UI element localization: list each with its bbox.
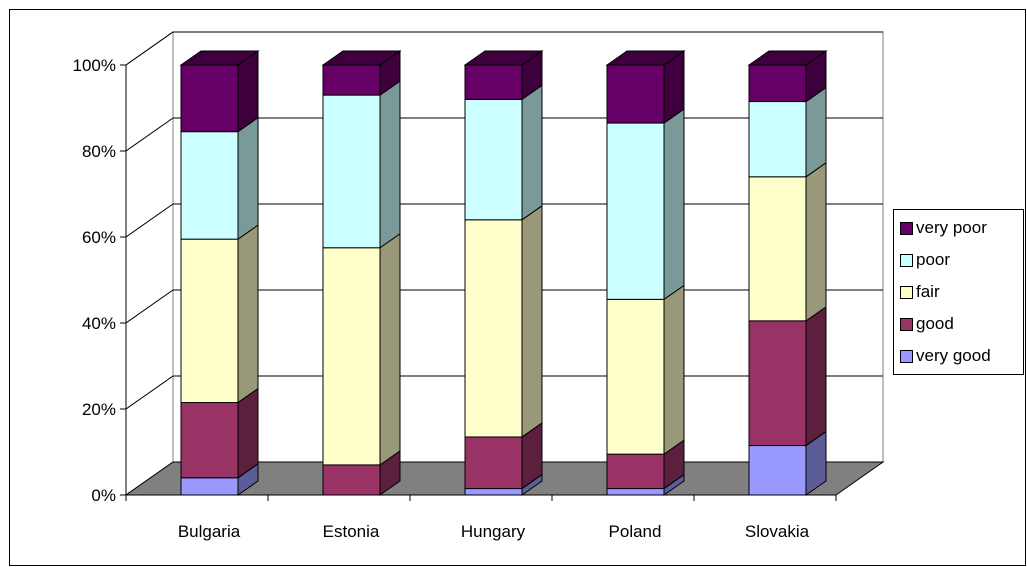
bar-side	[379, 232, 401, 466]
bar-front	[464, 98, 523, 221]
y-tick-label: 0%	[91, 486, 116, 505]
bar-front	[180, 64, 239, 133]
legend: very poor poor fair good very good	[893, 209, 1024, 375]
bar-top	[747, 50, 828, 66]
bar-segment	[464, 204, 543, 438]
bar-segment	[464, 421, 543, 490]
bar-front	[180, 402, 239, 479]
bar-front	[464, 436, 523, 490]
x-axis-tick-labels: Bulgaria Estonia Hungary Poland Slovakia	[178, 522, 810, 541]
y-tick-label: 80%	[82, 142, 116, 161]
bar-stacks	[179, 50, 828, 496]
legend-label: fair	[916, 282, 940, 301]
bar-front	[606, 488, 665, 496]
bar-side	[663, 108, 685, 301]
bar-side	[237, 224, 259, 404]
bar-side	[237, 116, 259, 241]
bar-segment	[180, 224, 259, 404]
bar-stack	[463, 50, 544, 496]
bar-front	[464, 64, 523, 100]
bar-stack	[179, 50, 260, 496]
side-wall	[125, 31, 174, 496]
bar-front	[606, 298, 665, 455]
bar-segment	[606, 108, 685, 301]
bar-segment	[464, 84, 543, 221]
bar-front	[748, 101, 807, 178]
bar-side	[663, 284, 685, 456]
bar-front	[748, 320, 807, 447]
bar-segment	[180, 462, 259, 496]
legend-swatch	[900, 253, 913, 267]
bar-segment	[748, 161, 827, 322]
bar-front	[748, 176, 807, 322]
bar-side	[521, 204, 543, 438]
bar-segment	[180, 50, 259, 133]
x-tick-label: Bulgaria	[178, 522, 241, 541]
bar-side	[805, 161, 827, 322]
bar-front	[322, 64, 381, 96]
legend-label: good	[916, 314, 954, 333]
y-tick-label: 20%	[82, 400, 116, 419]
bar-front	[748, 445, 807, 496]
legend-item: poor	[900, 250, 950, 270]
bar-front	[464, 488, 523, 496]
bar-front	[322, 247, 381, 466]
bar-segment	[322, 80, 401, 249]
bar-side	[805, 305, 827, 447]
bar-side	[805, 86, 827, 178]
y-tick-label: 60%	[82, 228, 116, 247]
bar-segment	[180, 387, 259, 479]
bar-front	[464, 219, 523, 438]
bar-top	[605, 50, 686, 66]
bar-side	[521, 84, 543, 221]
bar-segment	[464, 50, 543, 101]
bar-segment	[606, 284, 685, 456]
legend-label: very good	[916, 346, 991, 365]
bar-segment	[322, 232, 401, 466]
bar-front	[180, 131, 239, 240]
bar-front	[606, 64, 665, 124]
legend-item: fair	[900, 282, 940, 302]
legend-swatch	[900, 221, 913, 235]
legend-swatch	[900, 317, 913, 331]
bar-segment	[748, 430, 827, 496]
bar-side	[379, 80, 401, 249]
bar-stack	[321, 50, 402, 496]
bar-front	[748, 64, 807, 103]
bar-top	[179, 50, 260, 66]
x-tick-label: Estonia	[323, 522, 380, 541]
legend-item: good	[900, 314, 954, 334]
bar-front	[606, 453, 665, 490]
bar-segment	[180, 116, 259, 241]
y-axis-tick-labels: 0% 20% 40% 60% 80% 100%	[73, 56, 116, 505]
legend-label: poor	[916, 250, 951, 269]
gridline	[125, 31, 883, 66]
x-tick-label: Hungary	[461, 522, 526, 541]
legend-swatch	[900, 285, 913, 299]
bar-front	[606, 122, 665, 300]
bar-front	[322, 94, 381, 249]
bar-top	[463, 50, 544, 66]
y-tick-label: 40%	[82, 314, 116, 333]
bar-top	[321, 50, 402, 66]
legend-swatch	[900, 349, 913, 363]
y-tick-label: 100%	[73, 56, 116, 75]
legend-label: very poor	[916, 218, 987, 237]
bar-segment	[748, 86, 827, 178]
bar-front	[322, 464, 381, 496]
x-tick-label: Poland	[609, 522, 662, 541]
bar-side	[237, 387, 259, 479]
bar-front	[180, 238, 239, 404]
x-tick-label: Slovakia	[745, 522, 810, 541]
bar-segment	[748, 50, 827, 103]
bar-stack	[605, 50, 686, 496]
bar-front	[180, 477, 239, 496]
legend-item: very good	[900, 346, 991, 366]
bar-segment	[748, 305, 827, 447]
legend-item: very poor	[900, 218, 987, 238]
bar-stack	[747, 50, 828, 496]
